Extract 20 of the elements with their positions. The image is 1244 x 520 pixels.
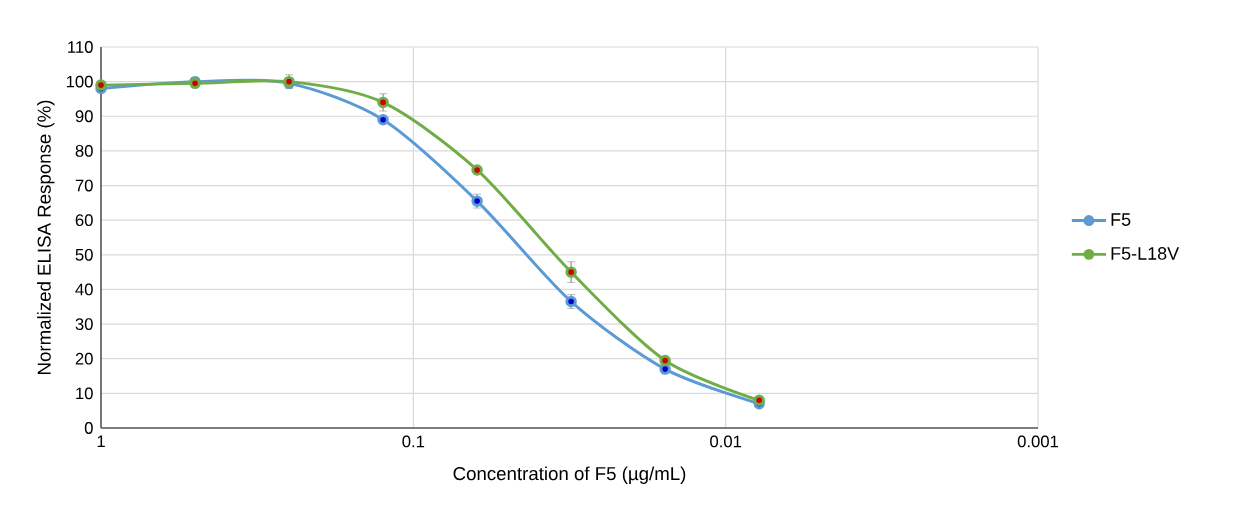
y-tick-label: 90 [75, 110, 93, 123]
y-tick-label: 60 [75, 214, 93, 227]
y-tick-label: 110 [68, 41, 93, 53]
y-tick-label: 80 [75, 145, 93, 157]
y-tick-label: 30 [75, 318, 93, 330]
y-tick-label: 70 [75, 179, 93, 192]
y-tick-label: 10 [76, 387, 93, 400]
y-tick-label: 100 [66, 75, 93, 88]
x-tick-label: 0.01 [710, 435, 742, 448]
x-tick-label: 1 [97, 435, 105, 448]
y-tick-label: 0 [84, 422, 93, 434]
x-tick-label: 0.1 [402, 435, 425, 448]
x-tick-label: 0.001 [1017, 435, 1059, 448]
y-tick-label: 20 [75, 352, 93, 365]
y-tick-label: 50 [75, 248, 93, 261]
x-axis-title: Concentration of F5 (µg/mL) [453, 466, 686, 484]
legend-label: F5-L18V [1111, 247, 1180, 260]
y-tick-label: 40 [75, 283, 93, 296]
y-axis-title: Normalized ELISA Response (%) [37, 100, 55, 374]
legend-label: F5 [1111, 213, 1131, 226]
